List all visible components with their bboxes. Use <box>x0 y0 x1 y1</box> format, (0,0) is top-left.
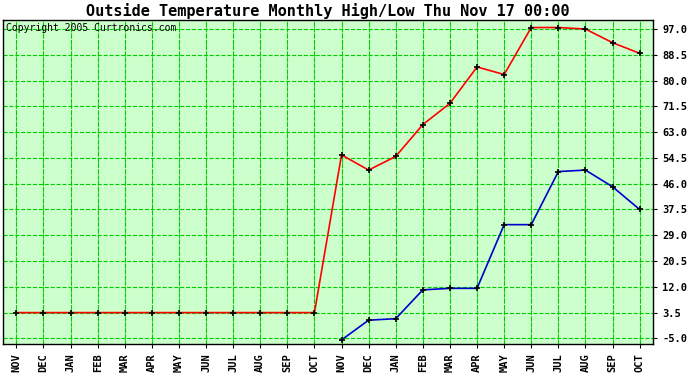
Title: Outside Temperature Monthly High/Low Thu Nov 17 00:00: Outside Temperature Monthly High/Low Thu… <box>86 3 570 19</box>
Text: Copyright 2005 Curtronics.com: Copyright 2005 Curtronics.com <box>6 23 177 33</box>
